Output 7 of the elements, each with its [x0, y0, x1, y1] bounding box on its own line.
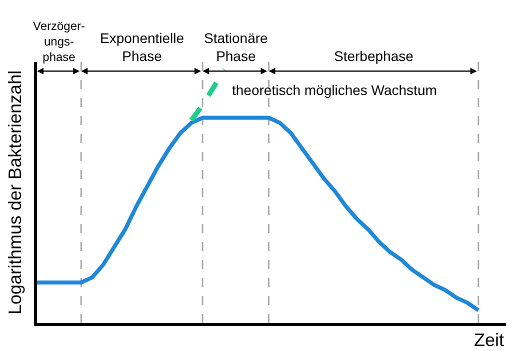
x-axis-title: Zeit — [474, 330, 504, 350]
text: Exponentielle Phase — [100, 30, 184, 64]
text: Stationäre Phase — [204, 30, 268, 64]
text: Sterbephase — [334, 48, 414, 64]
series-label: theoretisch mögliches Wachstum — [232, 82, 437, 98]
y-axis-title: Logarithmus der Bakterienzahl — [5, 70, 26, 315]
text: Verzöger-ungs-phase — [33, 19, 86, 64]
